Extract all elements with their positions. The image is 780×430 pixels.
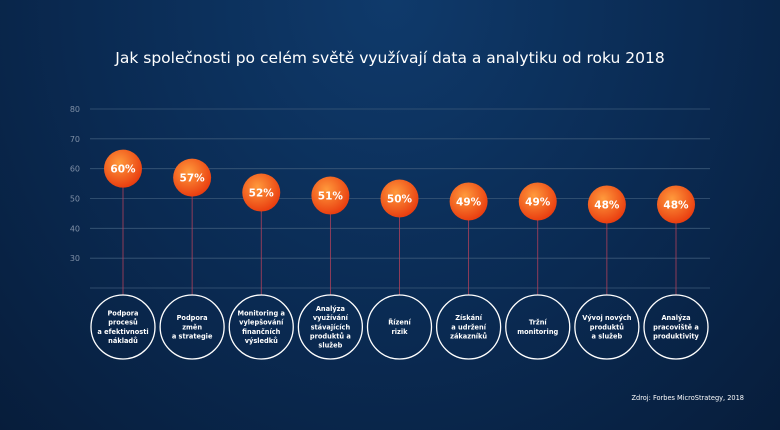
data-label: 57%: [180, 172, 206, 184]
data-label: 51%: [318, 190, 344, 202]
category-circle: [435, 294, 502, 360]
data-label: 50%: [387, 193, 413, 205]
category-circle: [505, 294, 571, 360]
y-tick-label: 40: [70, 224, 80, 233]
category-label: Vývoj nových produktů a služeb: [582, 313, 632, 340]
category-circle: [90, 294, 156, 360]
chart-title: Jak společnosti po celém světě využívají…: [114, 49, 664, 67]
data-bubble: [104, 149, 142, 188]
source-note: Zdroj: Forbes MicroStrategy, 2018: [632, 394, 745, 402]
data-label: 48%: [594, 199, 620, 211]
data-label: 60%: [110, 163, 136, 175]
data-bubble: [380, 179, 419, 218]
category-label: Získání a udržení zákazníků: [450, 314, 487, 340]
data-label: 49%: [525, 196, 551, 208]
data-bubble: [518, 182, 557, 221]
data-bubble: [657, 185, 695, 224]
category-circle: [574, 294, 640, 360]
data-label: 49%: [456, 196, 482, 208]
y-tick-label: 60: [70, 165, 80, 174]
bubbles: 60% 57% 52% 51% 50% 49% 49% 48% 48%: [104, 149, 695, 224]
data-label: 48%: [663, 199, 689, 211]
category-label: Podpora procesů a efektivnosti nákladů: [97, 310, 148, 346]
category-circle: [643, 294, 709, 360]
category-label: Monitoring a vylepšování finančních výsledk…: [238, 310, 285, 346]
y-tick-label: 70: [70, 135, 80, 144]
y-axis-ticks: 30 40 50 60 70 80: [70, 105, 80, 263]
data-bubble: [449, 182, 488, 221]
category-label: Tržní monitoring: [517, 319, 558, 336]
data-label: 52%: [249, 187, 275, 199]
category-circle: [297, 294, 364, 360]
category-label: Analýza pracoviště a produktivity: [653, 313, 699, 340]
y-tick-label: 80: [70, 105, 80, 114]
data-bubble: [173, 158, 212, 197]
category-circles: Podpora procesů a efektivnosti nákladů Podpo…: [90, 294, 709, 360]
y-tick-label: 30: [70, 254, 80, 263]
category-label: Podpora změn a strategie: [172, 314, 213, 340]
data-bubble: [587, 185, 626, 224]
category-label: Analýza využívání stávajících produktů a slu…: [310, 304, 351, 350]
category-circle: [228, 294, 294, 360]
y-tick-label: 50: [70, 195, 80, 204]
data-bubble: [242, 173, 281, 212]
category-circle: [159, 294, 225, 360]
category-label: Řízení rizik: [388, 318, 411, 336]
data-bubble: [311, 176, 350, 215]
category-circle: [366, 294, 433, 360]
